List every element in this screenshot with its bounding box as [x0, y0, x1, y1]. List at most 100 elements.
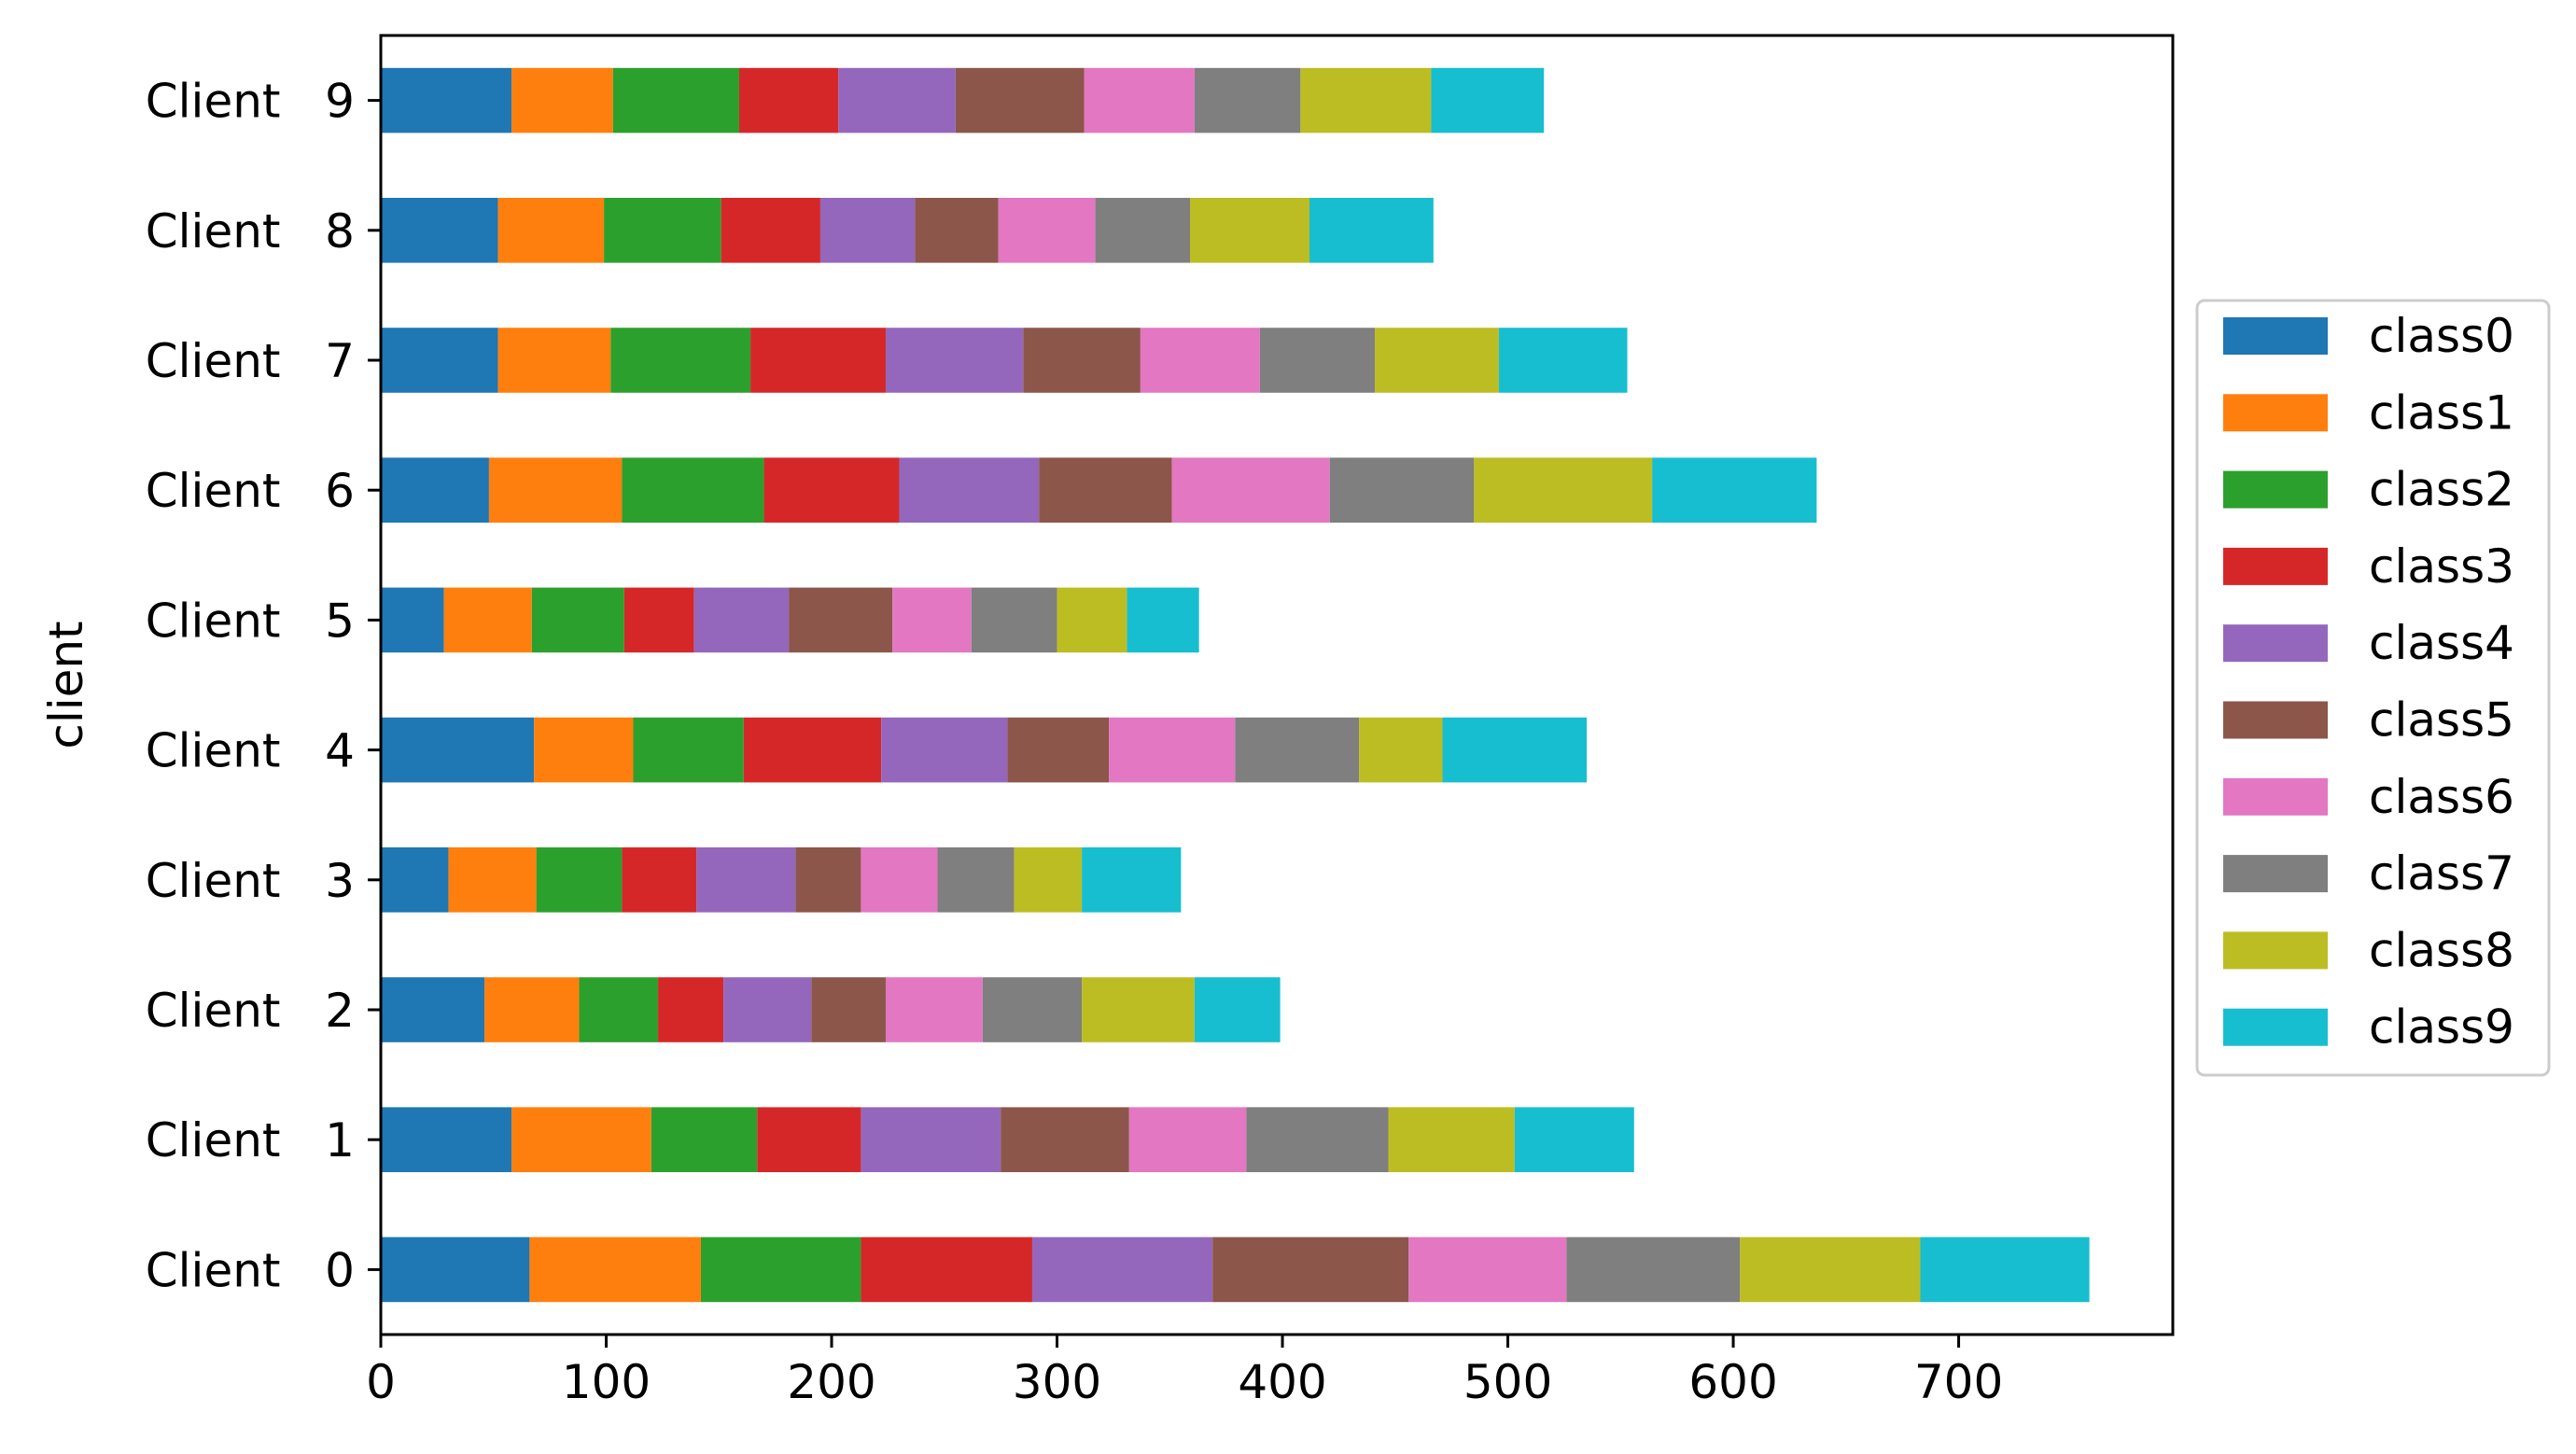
bar-client-4-class8 [1359, 717, 1443, 783]
legend-swatch-class3 [2223, 547, 2328, 585]
bar-client-5-class4 [693, 587, 790, 653]
legend-swatch-class2 [2223, 470, 2328, 509]
bar-client-8-class0 [381, 198, 498, 263]
bar-client-9-class0 [381, 67, 512, 133]
bar-client-4-class2 [633, 717, 744, 783]
bar-client-7-class9 [1498, 328, 1628, 393]
bar-client-7-class4 [885, 328, 1024, 393]
bar-client-5-class3 [623, 587, 694, 653]
bar-client-4-class3 [743, 717, 882, 783]
bar-client-9-class5 [955, 67, 1085, 133]
legend: class0 class1 class2 class3 class4 class5 clas… [2195, 299, 2551, 1077]
bar-client-5-class2 [531, 587, 624, 653]
bar-client-8-class2 [604, 198, 721, 263]
bar-client-3-class3 [622, 847, 697, 913]
bar-client-8-class9 [1309, 198, 1434, 263]
bar-client-3-class1 [448, 847, 537, 913]
bar-client-1-class3 [757, 1107, 861, 1172]
bar-client-4-class5 [1007, 717, 1110, 783]
bar-client-8-class5 [915, 198, 999, 263]
legend-label-class4: class4 [2369, 616, 2514, 670]
bar-client-0-class6 [1408, 1237, 1567, 1303]
bar-client-0-class7 [1566, 1237, 1741, 1303]
bar-client-7-class0 [381, 328, 498, 393]
y-axis-label: client [39, 621, 93, 748]
bar-client-3-class9 [1082, 847, 1182, 913]
bar-client-6-class3 [763, 457, 900, 523]
bar-client-9-class2 [612, 67, 739, 133]
legend-swatch-class0 [2223, 317, 2328, 355]
y-tick-label: Client 2 [146, 984, 355, 1038]
bar-client-2-class5 [811, 977, 886, 1042]
legend-label-class2: class2 [2369, 463, 2514, 517]
bar-client-9-class4 [838, 67, 956, 133]
x-tick-label: 500 [1463, 1355, 1552, 1409]
bar-client-1-class6 [1128, 1107, 1247, 1172]
legend-swatch-class8 [2223, 931, 2328, 970]
bar-client-0-class4 [1031, 1237, 1213, 1303]
bar-client-9-class6 [1084, 67, 1195, 133]
y-tick-label: Client 1 [146, 1113, 355, 1167]
legend-label-class9: class9 [2369, 1000, 2514, 1055]
y-axis-ticks: Client 0 Client 1 Client 2 Client 3 Client 4… [146, 75, 381, 1297]
legend-swatch-class6 [2223, 777, 2328, 816]
bar-client-0-class2 [700, 1237, 861, 1303]
bar-client-7-class5 [1023, 328, 1141, 393]
bar-client-2-class0 [381, 977, 485, 1042]
bar-client-8-class4 [819, 198, 916, 263]
bar-client-6-class7 [1329, 457, 1475, 523]
x-tick-label: 600 [1688, 1355, 1777, 1409]
bar-client-8-class3 [721, 198, 820, 263]
legend-label-class6: class6 [2369, 770, 2514, 824]
bar-client-5-class5 [789, 587, 893, 653]
bar-client-7-class1 [497, 328, 611, 393]
bar-client-4-class6 [1109, 717, 1236, 783]
bar-client-8-class7 [1095, 198, 1191, 263]
bar-client-2-class3 [658, 977, 724, 1042]
bar-client-3-class4 [696, 847, 796, 913]
x-tick-label: 0 [366, 1355, 396, 1409]
bar-client-3-class0 [381, 847, 449, 913]
bar-client-7-class6 [1140, 328, 1260, 393]
bar-client-2-class4 [723, 977, 812, 1042]
bar-client-5-class0 [381, 587, 444, 653]
bar-client-2-class9 [1194, 977, 1281, 1042]
x-tick-label: 700 [1914, 1355, 2003, 1409]
legend-swatch-class1 [2223, 394, 2328, 432]
bar-client-5-class8 [1057, 587, 1127, 653]
y-tick-label: Client 5 [146, 594, 355, 648]
y-tick-label: Client 4 [146, 724, 355, 778]
x-tick-label: 100 [562, 1355, 651, 1409]
bar-client-0-class0 [381, 1237, 530, 1303]
bar-client-4-class0 [381, 717, 535, 783]
bar-client-9-class3 [739, 67, 839, 133]
bar-client-9-class1 [511, 67, 613, 133]
bar-client-2-class8 [1082, 977, 1195, 1042]
bar-client-1-class0 [381, 1107, 512, 1172]
bar-client-1-class5 [1001, 1107, 1129, 1172]
x-axis-ticks: 0 100 200 300 400 500 600 700 [366, 1335, 2003, 1409]
legend-swatch-class7 [2223, 855, 2328, 893]
bar-client-6-class2 [622, 457, 764, 523]
bar-client-2-class6 [885, 977, 983, 1042]
bar-client-0-class8 [1740, 1237, 1921, 1303]
legend-swatch-class4 [2223, 624, 2328, 663]
bar-client-3-class7 [937, 847, 1015, 913]
bar-client-8-class8 [1190, 198, 1310, 263]
bar-client-8-class6 [998, 198, 1096, 263]
legend-label-class0: class0 [2369, 309, 2514, 363]
y-tick-label: Client 3 [146, 854, 355, 908]
legend-label-class1: class1 [2369, 385, 2514, 440]
bar-client-3-class8 [1014, 847, 1083, 913]
bar-client-1-class7 [1246, 1107, 1389, 1172]
legend-swatch-class9 [2223, 1008, 2328, 1046]
bar-client-9-class9 [1431, 67, 1545, 133]
bar-client-6-class8 [1474, 457, 1653, 523]
y-tick-label: Client 9 [146, 75, 355, 129]
bar-client-6-class4 [899, 457, 1040, 523]
bar-client-3-class6 [861, 847, 938, 913]
bar-client-0-class1 [529, 1237, 701, 1303]
y-tick-label: Client 8 [146, 204, 355, 259]
plot-frame [379, 34, 2175, 1336]
bar-client-7-class8 [1375, 328, 1499, 393]
